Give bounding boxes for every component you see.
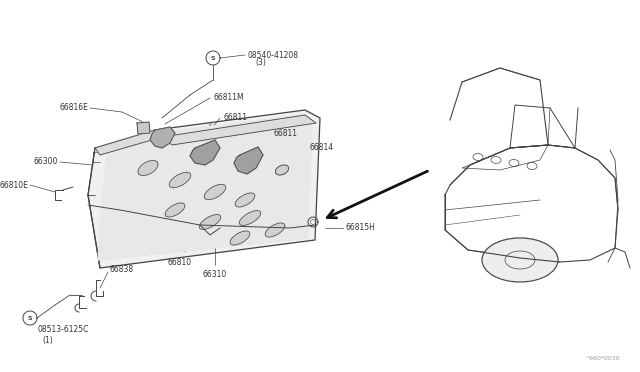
Polygon shape <box>137 122 150 134</box>
Ellipse shape <box>239 211 260 225</box>
Text: 66811: 66811 <box>223 113 247 122</box>
Ellipse shape <box>230 231 250 245</box>
Text: 08540-41208: 08540-41208 <box>248 51 299 60</box>
Text: 66838: 66838 <box>110 266 134 275</box>
Text: 66815H: 66815H <box>345 224 375 232</box>
Ellipse shape <box>265 223 285 237</box>
Text: 08513-6125C: 08513-6125C <box>38 326 90 334</box>
Text: S: S <box>28 315 32 321</box>
Text: 66816E: 66816E <box>59 103 88 112</box>
Ellipse shape <box>482 238 558 282</box>
Text: 66810: 66810 <box>168 258 192 267</box>
Text: 66300: 66300 <box>34 157 58 167</box>
Polygon shape <box>190 140 220 165</box>
Text: 66811: 66811 <box>273 128 297 138</box>
Ellipse shape <box>204 185 226 200</box>
Text: S: S <box>211 55 215 61</box>
Polygon shape <box>162 115 316 145</box>
Polygon shape <box>88 110 320 268</box>
Text: (1): (1) <box>42 336 52 344</box>
Polygon shape <box>150 127 175 148</box>
Ellipse shape <box>235 193 255 207</box>
Ellipse shape <box>199 215 221 230</box>
Text: 66814: 66814 <box>310 144 334 153</box>
Ellipse shape <box>169 172 191 187</box>
Text: ^660*0030: ^660*0030 <box>584 356 620 360</box>
Ellipse shape <box>165 203 185 217</box>
Text: 66310: 66310 <box>203 270 227 279</box>
Polygon shape <box>98 115 312 260</box>
Polygon shape <box>95 130 162 155</box>
Ellipse shape <box>138 160 158 176</box>
Text: (3): (3) <box>255 58 266 67</box>
Ellipse shape <box>275 165 289 175</box>
Text: 66811M: 66811M <box>213 93 244 103</box>
Text: 66810E: 66810E <box>0 180 28 189</box>
Polygon shape <box>234 147 263 174</box>
